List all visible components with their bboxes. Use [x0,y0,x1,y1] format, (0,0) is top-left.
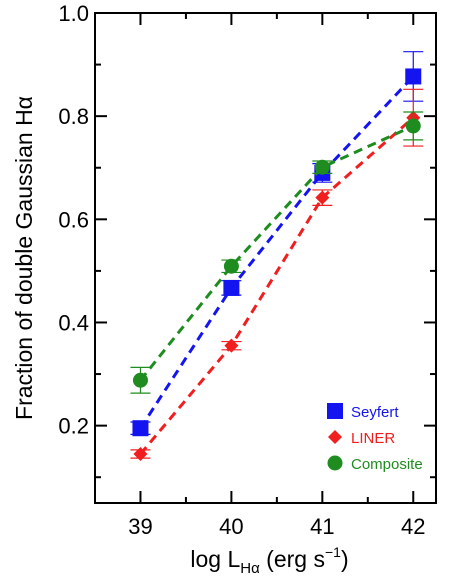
x-tick-label: 40 [219,514,243,539]
series-seyfert [130,51,424,437]
legend-label: Seyfert [351,404,399,421]
y-tick-label: 1.0 [58,1,89,26]
x-axis-label: log LHα (erg s−1) [190,544,348,577]
series-layer [130,51,424,461]
axes-layer: 0.2 0.4 0.6 0.8 1.0 39 40 41 42 [58,1,436,539]
x-axis-label-close: ) [341,546,349,572]
data-point [132,372,148,388]
data-point [223,258,239,274]
x-axis-label-sup: −1 [325,544,341,560]
legend: Seyfert LINER Composite [327,403,423,473]
series-line [139,124,414,382]
data-point [132,420,149,437]
x-tick-label: 39 [128,514,152,539]
legend-marker [327,455,343,471]
series-composite [130,111,424,394]
data-point [224,338,239,353]
y-tick-label: 0.2 [58,414,89,439]
series-line [139,75,415,430]
series-line [139,116,415,455]
x-tick-label: 42 [401,514,425,539]
data-point [315,190,330,205]
x-axis-label-main: log L [190,546,240,572]
data-point [223,279,240,296]
data-point [314,159,330,175]
data-point [405,118,421,134]
x-axis-label-unit: (erg s [260,546,325,572]
x-tick-label: 41 [310,514,334,539]
data-point [133,447,148,461]
legend-marker [327,403,343,419]
legend-label: LINER [351,430,395,447]
data-point [405,68,422,85]
legend-label: Composite [351,456,423,473]
y-tick-label: 0.6 [58,207,89,232]
x-axis-label-sub: Hα [240,560,260,577]
y-tick-label: 0.8 [58,104,89,129]
plot-frame [94,12,437,504]
y-axis-label: Fraction of double Gaussian Hα [11,96,37,420]
y-tick-label: 0.4 [58,310,89,335]
legend-marker [328,430,342,444]
